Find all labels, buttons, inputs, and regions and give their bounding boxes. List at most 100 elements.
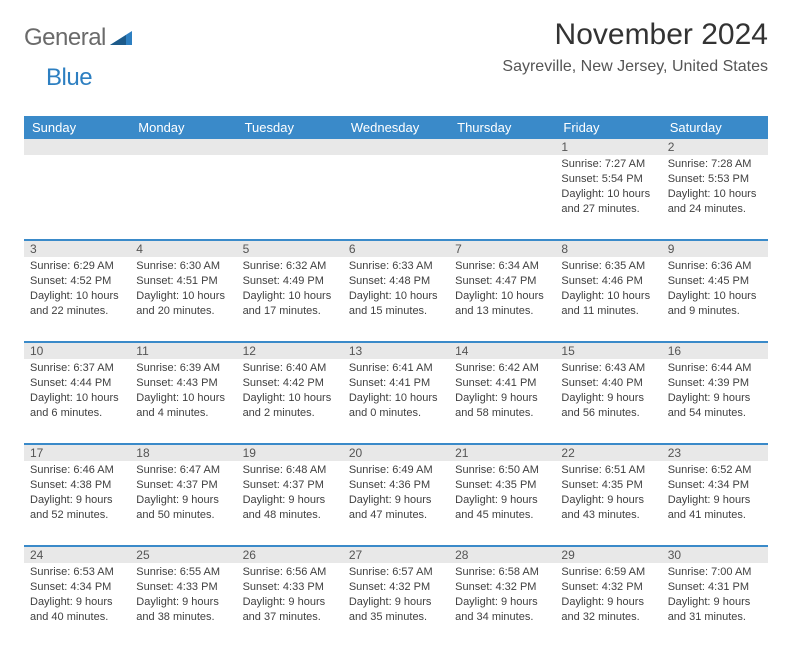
sunset-text: Sunset: 4:46 PM <box>561 274 655 289</box>
sunrise-text: Sunrise: 6:33 AM <box>349 259 443 274</box>
daylight-text: Daylight: 10 hours and 0 minutes. <box>349 391 443 421</box>
day-number-cell: 23 <box>662 444 768 461</box>
daylight-text: Daylight: 10 hours and 4 minutes. <box>136 391 230 421</box>
day-info-cell: Sunrise: 6:55 AMSunset: 4:33 PMDaylight:… <box>130 563 236 648</box>
day-number-cell: 14 <box>449 342 555 359</box>
day-number-cell: 18 <box>130 444 236 461</box>
day-number-row: 17181920212223 <box>24 444 768 461</box>
day-info-cell: Sunrise: 6:29 AMSunset: 4:52 PMDaylight:… <box>24 257 130 342</box>
sunset-text: Sunset: 4:36 PM <box>349 478 443 493</box>
sunset-text: Sunset: 4:31 PM <box>668 580 762 595</box>
sunset-text: Sunset: 4:38 PM <box>30 478 124 493</box>
day-info-row: Sunrise: 6:53 AMSunset: 4:34 PMDaylight:… <box>24 563 768 648</box>
day-number-cell: 12 <box>237 342 343 359</box>
sunrise-text: Sunrise: 6:40 AM <box>243 361 337 376</box>
day-number-cell: 6 <box>343 240 449 257</box>
daylight-text: Daylight: 9 hours and 56 minutes. <box>561 391 655 421</box>
daylight-text: Daylight: 9 hours and 45 minutes. <box>455 493 549 523</box>
sunrise-text: Sunrise: 6:44 AM <box>668 361 762 376</box>
day-number-cell <box>24 139 130 155</box>
sunrise-text: Sunrise: 6:52 AM <box>668 463 762 478</box>
day-info-row: Sunrise: 6:37 AMSunset: 4:44 PMDaylight:… <box>24 359 768 444</box>
calendar-page: General November 2024 Sayreville, New Je… <box>0 0 792 648</box>
day-number-cell: 3 <box>24 240 130 257</box>
daylight-text: Daylight: 9 hours and 43 minutes. <box>561 493 655 523</box>
day-number-cell <box>343 139 449 155</box>
day-info-cell: Sunrise: 6:30 AMSunset: 4:51 PMDaylight:… <box>130 257 236 342</box>
logo-triangle-icon <box>110 27 132 50</box>
sunset-text: Sunset: 4:45 PM <box>668 274 762 289</box>
day-number-cell: 9 <box>662 240 768 257</box>
day-number-cell: 4 <box>130 240 236 257</box>
day-info-cell: Sunrise: 6:42 AMSunset: 4:41 PMDaylight:… <box>449 359 555 444</box>
day-info-cell: Sunrise: 6:59 AMSunset: 4:32 PMDaylight:… <box>555 563 661 648</box>
day-number-cell: 16 <box>662 342 768 359</box>
daylight-text: Daylight: 9 hours and 34 minutes. <box>455 595 549 625</box>
sunrise-text: Sunrise: 6:36 AM <box>668 259 762 274</box>
day-number-cell: 24 <box>24 546 130 563</box>
daylight-text: Daylight: 9 hours and 52 minutes. <box>30 493 124 523</box>
day-number-cell: 22 <box>555 444 661 461</box>
day-number-cell: 2 <box>662 139 768 155</box>
daylight-text: Daylight: 9 hours and 40 minutes. <box>30 595 124 625</box>
day-info-cell: Sunrise: 7:28 AMSunset: 5:53 PMDaylight:… <box>662 155 768 240</box>
day-info-cell: Sunrise: 7:00 AMSunset: 4:31 PMDaylight:… <box>662 563 768 648</box>
day-number-cell: 13 <box>343 342 449 359</box>
sunrise-text: Sunrise: 6:57 AM <box>349 565 443 580</box>
daylight-text: Daylight: 9 hours and 32 minutes. <box>561 595 655 625</box>
daylight-text: Daylight: 9 hours and 54 minutes. <box>668 391 762 421</box>
sunset-text: Sunset: 5:53 PM <box>668 172 762 187</box>
logo-blue-text: Blue <box>46 64 92 91</box>
sunset-text: Sunset: 4:52 PM <box>30 274 124 289</box>
sunrise-text: Sunrise: 6:59 AM <box>561 565 655 580</box>
day-info-cell: Sunrise: 6:32 AMSunset: 4:49 PMDaylight:… <box>237 257 343 342</box>
day-number-cell <box>237 139 343 155</box>
day-info-cell: Sunrise: 6:36 AMSunset: 4:45 PMDaylight:… <box>662 257 768 342</box>
sunrise-text: Sunrise: 6:50 AM <box>455 463 549 478</box>
daylight-text: Daylight: 10 hours and 20 minutes. <box>136 289 230 319</box>
month-title: November 2024 <box>502 18 768 52</box>
day-info-cell: Sunrise: 6:41 AMSunset: 4:41 PMDaylight:… <box>343 359 449 444</box>
weekday-header: Friday <box>555 116 661 139</box>
sunset-text: Sunset: 4:39 PM <box>668 376 762 391</box>
sunrise-text: Sunrise: 6:48 AM <box>243 463 337 478</box>
logo: General <box>24 24 134 52</box>
sunset-text: Sunset: 4:51 PM <box>136 274 230 289</box>
day-number-cell: 30 <box>662 546 768 563</box>
day-info-row: Sunrise: 6:29 AMSunset: 4:52 PMDaylight:… <box>24 257 768 342</box>
daylight-text: Daylight: 10 hours and 13 minutes. <box>455 289 549 319</box>
day-info-cell: Sunrise: 6:40 AMSunset: 4:42 PMDaylight:… <box>237 359 343 444</box>
day-info-cell: Sunrise: 6:52 AMSunset: 4:34 PMDaylight:… <box>662 461 768 546</box>
day-number-cell: 27 <box>343 546 449 563</box>
day-number-cell: 20 <box>343 444 449 461</box>
sunset-text: Sunset: 4:49 PM <box>243 274 337 289</box>
day-info-cell: Sunrise: 6:49 AMSunset: 4:36 PMDaylight:… <box>343 461 449 546</box>
daylight-text: Daylight: 9 hours and 47 minutes. <box>349 493 443 523</box>
day-info-row: Sunrise: 7:27 AMSunset: 5:54 PMDaylight:… <box>24 155 768 240</box>
day-info-cell: Sunrise: 6:48 AMSunset: 4:37 PMDaylight:… <box>237 461 343 546</box>
day-number-cell <box>130 139 236 155</box>
day-info-cell: Sunrise: 6:35 AMSunset: 4:46 PMDaylight:… <box>555 257 661 342</box>
day-info-cell <box>130 155 236 240</box>
sunrise-text: Sunrise: 6:53 AM <box>30 565 124 580</box>
sunset-text: Sunset: 4:33 PM <box>136 580 230 595</box>
sunset-text: Sunset: 4:43 PM <box>136 376 230 391</box>
sunset-text: Sunset: 4:35 PM <box>561 478 655 493</box>
day-number-row: 10111213141516 <box>24 342 768 359</box>
sunset-text: Sunset: 4:34 PM <box>668 478 762 493</box>
sunset-text: Sunset: 4:32 PM <box>561 580 655 595</box>
weekday-header: Monday <box>130 116 236 139</box>
day-info-cell: Sunrise: 6:37 AMSunset: 4:44 PMDaylight:… <box>24 359 130 444</box>
day-info-cell: Sunrise: 6:33 AMSunset: 4:48 PMDaylight:… <box>343 257 449 342</box>
weekday-header: Tuesday <box>237 116 343 139</box>
day-info-cell: Sunrise: 6:47 AMSunset: 4:37 PMDaylight:… <box>130 461 236 546</box>
sunrise-text: Sunrise: 6:30 AM <box>136 259 230 274</box>
sunrise-text: Sunrise: 7:27 AM <box>561 157 655 172</box>
daylight-text: Daylight: 9 hours and 38 minutes. <box>136 595 230 625</box>
sunrise-text: Sunrise: 7:28 AM <box>668 157 762 172</box>
day-info-cell <box>24 155 130 240</box>
sunrise-text: Sunrise: 6:56 AM <box>243 565 337 580</box>
daylight-text: Daylight: 10 hours and 11 minutes. <box>561 289 655 319</box>
sunrise-text: Sunrise: 6:32 AM <box>243 259 337 274</box>
day-number-cell: 5 <box>237 240 343 257</box>
